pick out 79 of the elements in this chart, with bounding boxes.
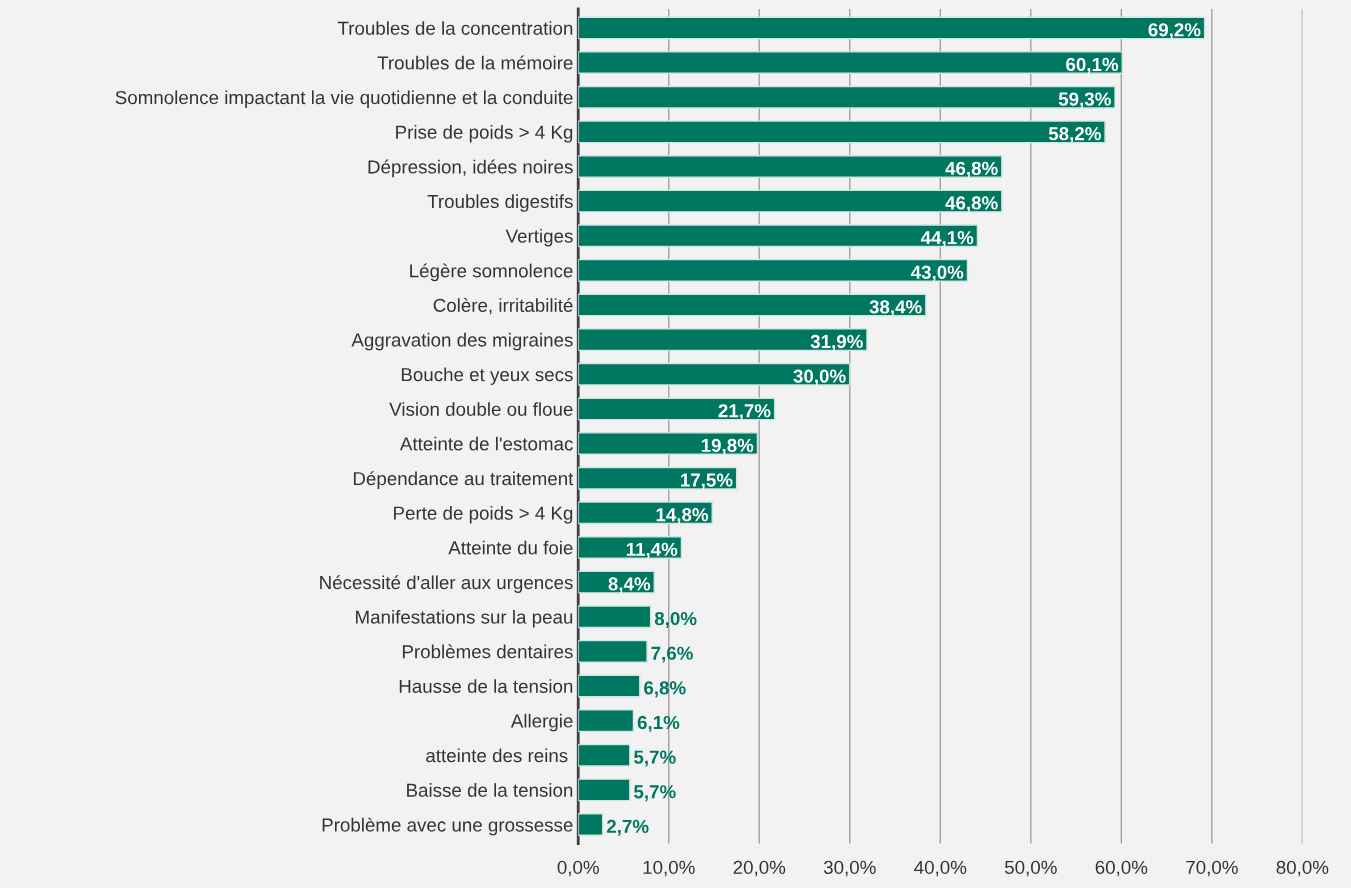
data-label: 5,7% (634, 750, 676, 767)
data-label: 2,7% (606, 819, 649, 836)
bar (578, 674, 641, 698)
y-tick-label: Allergie (510, 713, 573, 732)
bar (578, 778, 631, 802)
data-label: 30,0% (793, 369, 846, 386)
data-label: 17,5% (681, 473, 733, 490)
data-label: 19,8% (701, 438, 754, 455)
data-label: 38,4% (869, 300, 922, 317)
y-tick-label: Aggravation des migraines (351, 332, 573, 351)
y-tick-label: atteinte des reins (426, 748, 568, 763)
y-tick-label: Troubles de la mémoire (377, 55, 573, 70)
bar (578, 258, 969, 282)
y-tick-label: Vision double ou floue (389, 402, 573, 416)
data-label: 46,8% (945, 196, 998, 213)
data-label: 58,2% (1048, 127, 1101, 144)
data-label: 31,9% (810, 334, 863, 351)
y-tick-label: Prise de poids > 4 Kg (396, 125, 573, 143)
bar (578, 328, 868, 352)
bar (578, 743, 631, 767)
data-label: 14,8% (656, 508, 709, 525)
y-tick-label: Perte de poids > 4 Kg (394, 506, 573, 524)
x-tick-label: 80,0% (1276, 860, 1329, 877)
x-tick-label: 40,0% (914, 860, 967, 877)
y-tick-label: Troubles digestifs (427, 194, 573, 212)
x-tick-label: 70,0% (1186, 860, 1238, 877)
y-tick-label: Atteinte du foie (448, 540, 573, 555)
x-tick-label: 20,0% (733, 860, 786, 877)
bar (578, 432, 759, 455)
y-tick-label: Colère, irritabilité (433, 298, 573, 315)
y-tick-label: Manifestations sur la peau (356, 609, 573, 628)
data-label: 11,4% (626, 542, 678, 559)
bar (578, 501, 713, 525)
y-tick-label: Problème avec une grossesse (322, 817, 573, 836)
x-tick-label: 50,0% (1004, 860, 1057, 877)
data-label: 5,7% (634, 785, 676, 802)
y-tick-label: Hausse de la tension (399, 679, 573, 693)
bar (578, 16, 1206, 40)
y-tick-label: Dépression, idées noires (368, 159, 573, 178)
data-label: 44,1% (920, 231, 974, 247)
bar (578, 293, 927, 317)
y-tick-label: Légère somnolence (410, 263, 573, 282)
bar (578, 51, 1123, 74)
data-label: 69,2% (1148, 23, 1201, 40)
y-tick-label: Troubles de la concentration (337, 21, 573, 35)
bar (578, 85, 1116, 109)
y-tick-label: Nécessité d'aller aux urgences (320, 575, 573, 593)
bar (578, 605, 652, 629)
bar (578, 362, 851, 386)
bar (578, 397, 776, 421)
data-label: 8,4% (608, 577, 651, 594)
bar (578, 155, 1003, 178)
x-tick-label: 10,0% (643, 860, 695, 877)
x-tick-label: 0,0% (557, 860, 599, 877)
y-tick-label: Atteinte de l'estomac (399, 436, 573, 451)
y-tick-label: Problèmes dentaires (402, 644, 573, 659)
x-tick-label: 60,0% (1095, 860, 1148, 877)
y-tick-label: Dépendance au traitement (353, 471, 574, 489)
bar (578, 639, 648, 663)
bar (578, 466, 738, 490)
data-label: 59,3% (1058, 92, 1111, 109)
data-label: 7,6% (651, 646, 693, 663)
data-label: 6,1% (637, 715, 680, 732)
bar (578, 120, 1106, 144)
y-tick-label: Somnolence impactant la vie quotidienne et la conduite (115, 90, 573, 108)
data-label: 6,8% (644, 681, 686, 698)
bar (578, 709, 635, 733)
data-label: 60,1% (1066, 57, 1119, 74)
bar (578, 224, 979, 248)
data-label: 43,0% (910, 265, 964, 282)
data-label: 8,0% (654, 611, 697, 628)
y-tick-label: Vertiges (505, 228, 573, 247)
data-label: 21,7% (718, 404, 771, 421)
y-tick-label: Bouche et yeux secs (401, 367, 573, 385)
x-tick-label: 30,0% (823, 860, 876, 877)
bar (578, 813, 604, 836)
bar (578, 189, 1003, 213)
data-label: 46,8% (945, 161, 998, 178)
y-tick-label: Baisse de la tension (407, 783, 573, 797)
